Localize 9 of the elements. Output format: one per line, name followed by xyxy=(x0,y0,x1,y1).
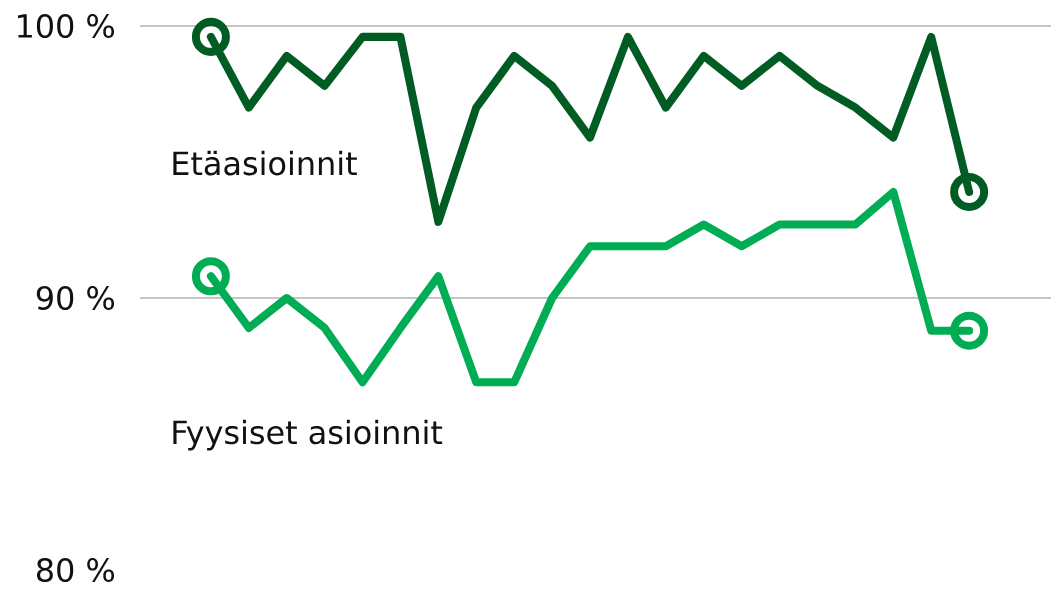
point xyxy=(950,172,989,211)
point xyxy=(191,257,230,296)
series-label: Etäasioinnit xyxy=(173,150,357,176)
series-label: Fyysiset asioinnit xyxy=(173,419,443,451)
point xyxy=(950,311,989,350)
y-tick-label: 80 % xyxy=(36,557,114,583)
y-tick-label: 90 % xyxy=(36,285,114,311)
y-tick-label: 100 % xyxy=(18,13,114,39)
point xyxy=(191,17,230,56)
